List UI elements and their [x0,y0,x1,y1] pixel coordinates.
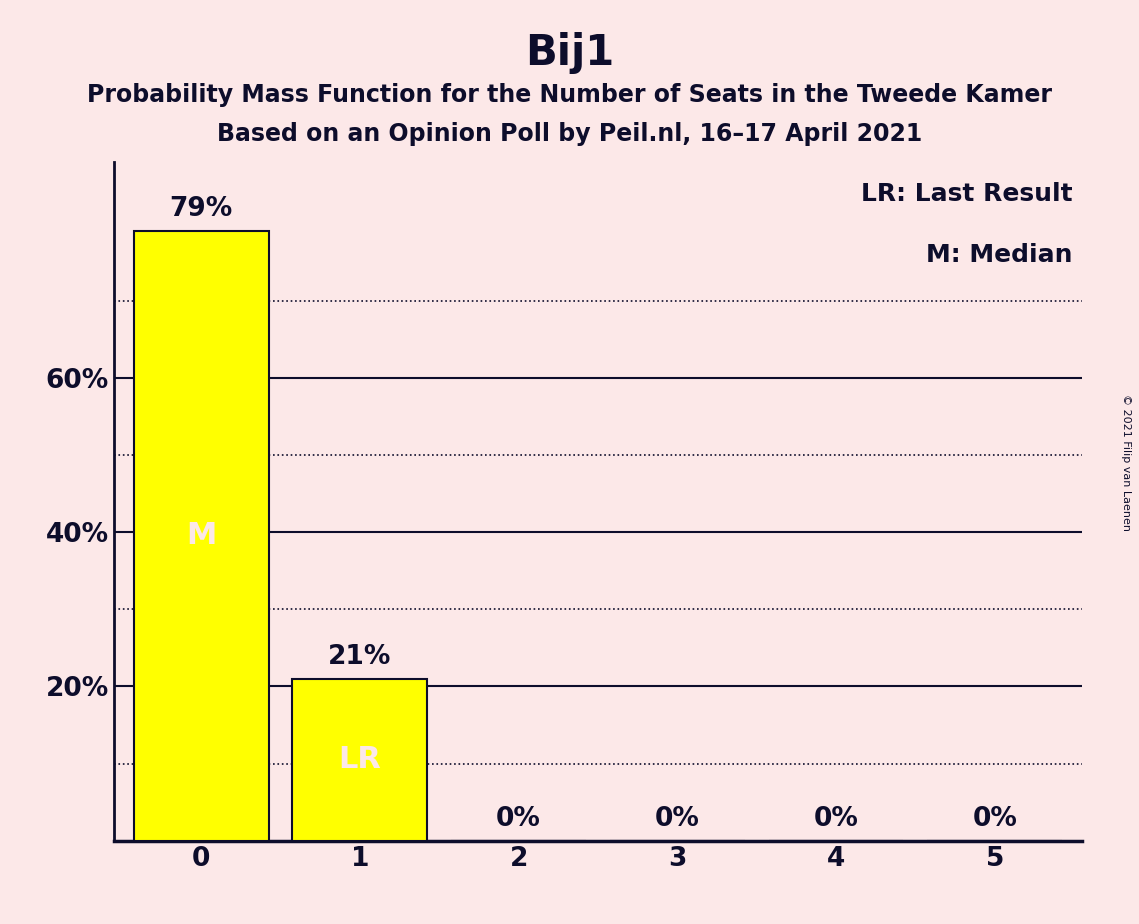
Bar [293,679,427,841]
Text: M: Median: M: Median [926,243,1073,267]
Bar [133,231,269,841]
Text: Probability Mass Function for the Number of Seats in the Tweede Kamer: Probability Mass Function for the Number… [87,83,1052,107]
Text: 79%: 79% [170,196,232,222]
Text: Based on an Opinion Poll by Peil.nl, 16–17 April 2021: Based on an Opinion Poll by Peil.nl, 16–… [216,122,923,146]
Text: 0%: 0% [655,806,699,832]
Text: 0%: 0% [973,806,1017,832]
Text: LR: Last Result: LR: Last Result [861,182,1073,206]
Text: 0%: 0% [813,806,859,832]
Text: Bij1: Bij1 [525,32,614,74]
Text: © 2021 Filip van Laenen: © 2021 Filip van Laenen [1121,394,1131,530]
Text: M: M [186,521,216,551]
Text: LR: LR [338,746,382,774]
Text: 0%: 0% [497,806,541,832]
Text: 21%: 21% [328,643,392,670]
